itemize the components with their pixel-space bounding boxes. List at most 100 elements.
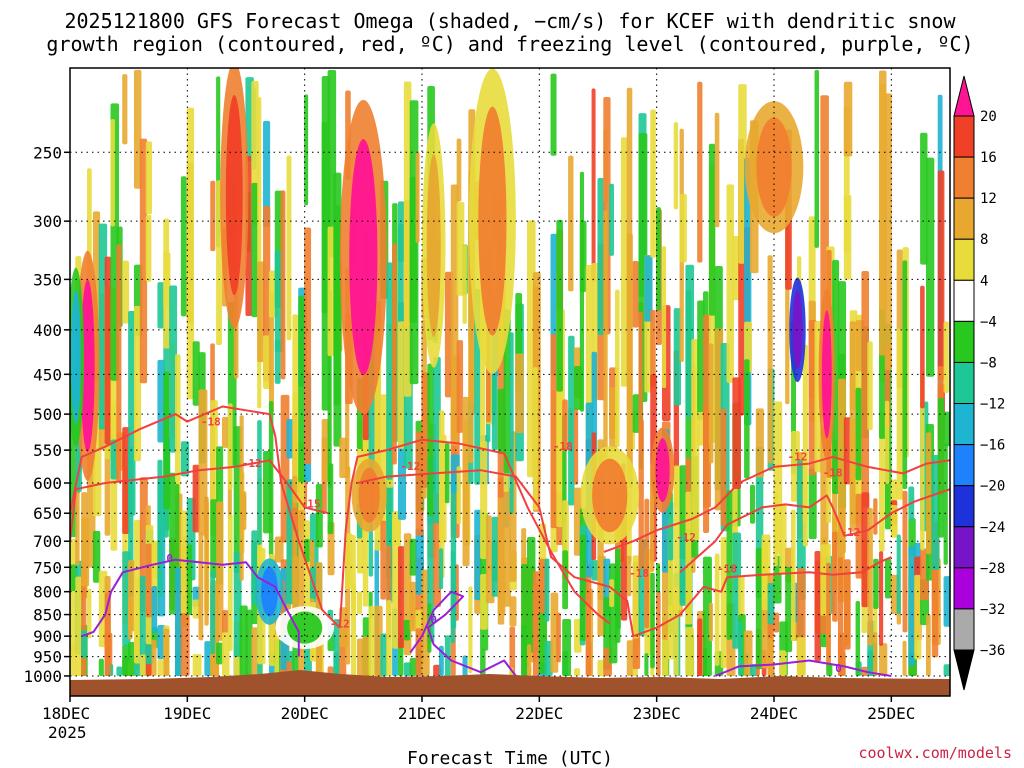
omega-cell: [632, 555, 639, 639]
omega-cell: [75, 481, 80, 566]
omega-cell: [632, 260, 639, 328]
x-tick-label-18DEC: 18DEC: [42, 704, 90, 723]
omega-cell: [180, 441, 190, 477]
omega-cell: [292, 314, 299, 503]
omega-cell: [292, 639, 299, 676]
omega-cell: [268, 291, 274, 414]
omega-cell: [397, 201, 405, 262]
omega-cell: [450, 550, 456, 644]
omega-cell: [521, 564, 528, 676]
omega-cell: [808, 468, 817, 540]
colorbar-swatch: [953, 403, 975, 446]
omega-cell: [251, 182, 259, 318]
omega-cell: [227, 514, 233, 652]
omega-cell: [491, 516, 500, 597]
omega-cell: [128, 310, 136, 516]
colorbar-swatch: [953, 444, 975, 487]
omega-cell: [509, 332, 514, 514]
omega-core: [358, 467, 380, 523]
omega-cell: [556, 612, 561, 663]
omega-cell: [87, 588, 92, 639]
omega-cell: [826, 663, 833, 676]
omega-cell: [937, 398, 945, 538]
contour-m18-b: [338, 438, 611, 628]
omega-cell: [544, 558, 550, 622]
omega-cell: [820, 544, 828, 616]
omega-core: [655, 438, 670, 503]
omega-cell: [873, 558, 879, 610]
omega-cell: [386, 262, 393, 480]
omega-cell: [503, 309, 511, 474]
omega-core: [225, 95, 243, 296]
omega-cell: [257, 261, 265, 363]
colorbar-swatch: [953, 361, 975, 405]
omega-cell: [556, 219, 563, 392]
omega-cell: [726, 490, 733, 640]
omega-cell: [568, 335, 575, 506]
omega-cell: [896, 534, 901, 614]
colorbar-label: −8: [980, 355, 997, 371]
omega-cell: [591, 88, 596, 282]
omega-cell: [485, 515, 492, 571]
y-tick-label-950: 950: [33, 648, 62, 667]
omega-cell: [673, 122, 679, 210]
omega-cell: [216, 642, 224, 665]
omega-cell: [356, 591, 363, 615]
omega-cell: [198, 531, 204, 641]
omega-cell: [697, 618, 703, 676]
colorbar-label: 16: [980, 150, 997, 166]
omega-cell: [139, 575, 148, 676]
y-tick-label-500: 500: [33, 405, 62, 424]
omega-cell: [843, 81, 853, 157]
omega-cell: [573, 618, 582, 653]
omega-cell: [444, 635, 451, 676]
y-tick-label-900: 900: [33, 627, 62, 646]
omega-cell: [779, 503, 787, 575]
omega-cell: [462, 244, 467, 324]
omega-cell: [280, 190, 286, 380]
contour-zero-b: [409, 590, 517, 677]
omega-cell: [738, 575, 745, 620]
colorbar-top-arrow: [953, 75, 975, 117]
omega-cell: [439, 434, 447, 543]
omega-cell: [122, 260, 130, 324]
contour-zero-c: [714, 659, 892, 677]
omega-cell: [609, 183, 615, 256]
omega-cell: [192, 341, 200, 406]
omega-cell: [708, 143, 716, 316]
omega-cell: [163, 218, 170, 309]
plot-frame: [69, 67, 951, 697]
omega-cell: [738, 620, 743, 676]
omega-cell: [345, 565, 351, 665]
omega-cell: [896, 328, 904, 500]
contour-m18-c: [603, 455, 950, 553]
colorbar-swatch: [953, 526, 975, 569]
omega-cell: [650, 572, 655, 669]
omega-cell: [744, 630, 753, 676]
omega-cell: [133, 305, 142, 462]
omega-cell: [661, 246, 667, 389]
omega-cell: [650, 109, 656, 258]
omega-cell: [785, 566, 793, 653]
omega-cell: [274, 633, 280, 676]
omega-cell: [468, 586, 473, 674]
contour-label-red: -12: [400, 460, 420, 473]
omega-cell: [943, 664, 950, 676]
contour-label-red: -12: [840, 526, 860, 539]
omega-cell: [644, 498, 650, 629]
omega-cell: [673, 308, 681, 406]
omega-cell: [685, 626, 694, 676]
omega-cell: [532, 367, 538, 511]
contour-label-purple: 0: [430, 613, 437, 626]
omega-cell: [133, 578, 142, 664]
omega-cell: [204, 538, 209, 615]
contour-label-purple: 0: [166, 552, 173, 565]
omega-cell: [884, 558, 892, 599]
omega-cell: [603, 210, 608, 459]
y-tick-label-350: 350: [33, 270, 62, 289]
omega-cell: [814, 69, 820, 248]
omega-cell: [814, 551, 822, 662]
colorbar-bottom-arrow: [953, 649, 975, 691]
omega-cell: [274, 536, 284, 563]
